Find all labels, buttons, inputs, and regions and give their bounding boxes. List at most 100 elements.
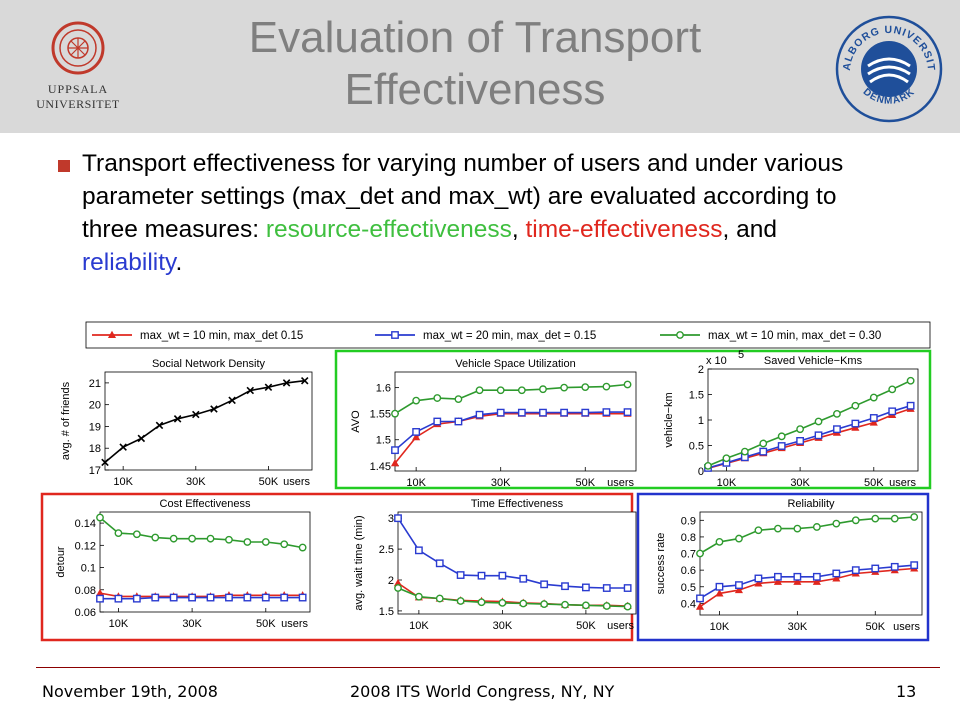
data-point (225, 535, 233, 544)
data-point (602, 408, 611, 417)
data-point (496, 408, 505, 417)
data-point (734, 585, 743, 594)
reliability-term: reliability (82, 249, 176, 276)
chart-title: Saved Vehicle−Kms (764, 355, 863, 367)
data-point (119, 443, 127, 451)
x-end-label: users (283, 476, 310, 488)
y-tick-label: 1.6 (376, 383, 391, 395)
data-point (280, 540, 289, 549)
data-point (96, 594, 104, 603)
y-tick-label: 0.4 (681, 598, 696, 610)
x-tick-label: 50K (865, 621, 885, 633)
plot-frame (699, 511, 923, 616)
data-point (833, 409, 841, 418)
y-axis-label: AVO (350, 410, 362, 433)
y-tick-label: 0.5 (689, 441, 704, 453)
x-tick-label: 50K (576, 620, 596, 632)
x-tick-label: 50K (256, 618, 276, 630)
data-point (433, 394, 442, 402)
data-point (519, 599, 528, 608)
data-point (475, 386, 484, 395)
data-point (869, 393, 878, 402)
x-end-label: users (607, 477, 634, 489)
data-point (851, 566, 860, 575)
data-point (773, 577, 782, 585)
data-point (475, 410, 484, 419)
data-point (740, 447, 749, 456)
data-point (812, 572, 821, 581)
aalborg-university-logo: AALBORG UNIVERSITY DENMARK (830, 5, 944, 124)
data-point (261, 538, 270, 546)
data-point (210, 405, 218, 413)
x-end-label: users (889, 477, 916, 489)
footer-event: 2008 ITS World Congress, NY, NY (350, 682, 615, 701)
y-tick-label: 0.1 (81, 563, 96, 575)
data-point (114, 529, 123, 538)
footer-date: November 19th, 2008 (42, 682, 218, 701)
data-point (498, 571, 507, 580)
data-point (169, 593, 178, 602)
data-point (114, 594, 123, 603)
data-point (435, 594, 444, 603)
y-tick-label: 2 (388, 575, 394, 587)
aalborg-seal-icon: AALBORG UNIVERSITY DENMARK (830, 5, 943, 123)
data-point (561, 600, 569, 609)
data-point (832, 519, 841, 528)
data-point (910, 561, 919, 570)
x-tick-label: 10K (406, 477, 426, 489)
y-tick-label: 0.7 (681, 549, 696, 561)
y-tick-label: 3 (388, 513, 394, 525)
data-point (300, 376, 309, 385)
data-point (435, 559, 444, 568)
data-point (623, 380, 632, 389)
chart-4: Cost Effectiveness 0.06 0.08 0.1 0.12 0.14 10K… (55, 498, 311, 630)
legend-marker (391, 331, 399, 339)
data-point (414, 546, 423, 555)
data-point (735, 581, 743, 589)
data-point (298, 593, 307, 602)
data-point (871, 564, 880, 573)
chart-title: Vehicle Space Utilization (455, 358, 575, 370)
data-point (890, 562, 899, 571)
data-point (871, 514, 880, 523)
data-point (540, 580, 549, 589)
x-tick-label: 10K (717, 477, 737, 489)
data-point (391, 409, 399, 418)
data-point (696, 594, 704, 603)
data-point (715, 538, 724, 546)
x-end-label: users (607, 620, 634, 632)
plot-frame (104, 371, 313, 471)
legend-label: max_wt = 10 min, max_det 0.15 (140, 330, 303, 342)
data-point (814, 431, 823, 440)
logo-left-text2: UNIVERSITET (36, 97, 120, 111)
title-band (0, 0, 960, 133)
data-point (188, 593, 197, 602)
data-point (602, 584, 611, 592)
data-point (412, 396, 421, 405)
data-point (851, 401, 860, 410)
data-point (581, 408, 590, 417)
data-point (796, 425, 805, 434)
x-tick-label: 30K (788, 621, 808, 633)
data-point (793, 572, 802, 581)
x-tick-label: 30K (790, 477, 810, 489)
data-point (561, 582, 569, 591)
y-axis-label: success rate (655, 533, 667, 595)
data-point (888, 407, 897, 416)
data-point (696, 549, 704, 558)
x-end-label: users (281, 618, 308, 630)
data-point (394, 514, 402, 523)
y-tick-label: 1.5 (379, 606, 394, 618)
data-point (695, 602, 705, 610)
data-point (704, 461, 712, 470)
x-tick-label: 10K (409, 620, 429, 632)
y-tick-label: 0.5 (681, 582, 696, 594)
data-point (228, 396, 236, 405)
data-point (539, 385, 547, 394)
reliability-box (636, 492, 930, 642)
data-point (206, 593, 215, 602)
data-point (298, 543, 307, 552)
y-tick-label: 2.5 (379, 544, 394, 556)
data-point (715, 582, 724, 591)
y-tick-label: 21 (89, 378, 101, 390)
